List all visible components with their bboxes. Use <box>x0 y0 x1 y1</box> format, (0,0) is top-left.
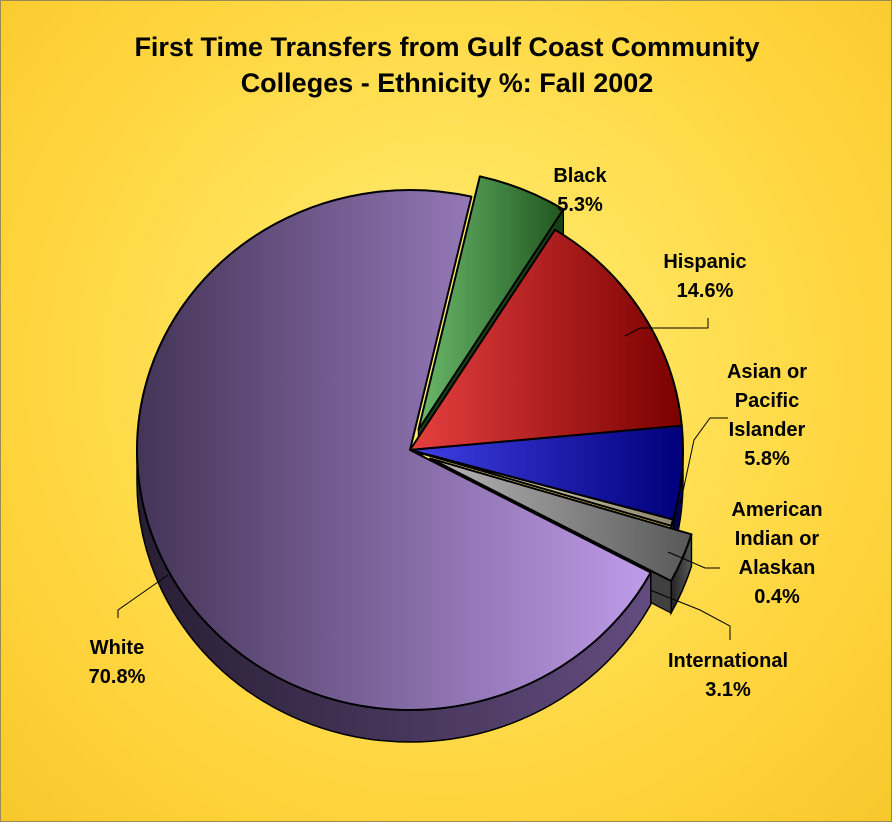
pie-slice-3 <box>409 449 675 527</box>
chart-title-line-2: Colleges - Ethnicity %: Fall 2002 <box>240 68 654 98</box>
leader-line-3 <box>667 551 720 569</box>
pie-slice-5 <box>136 189 652 711</box>
slice-label-4: International 3.1% <box>668 650 788 701</box>
pie-slice-0 <box>417 175 565 431</box>
leader-lines <box>117 318 731 640</box>
slice-name-3: Alaskan <box>739 557 816 579</box>
slice-label-2: Asian or Pacific Islander 5.8% <box>727 361 807 470</box>
slice-label-1: Hispanic 14.6% <box>663 251 746 302</box>
pie-slice-1 <box>409 228 683 451</box>
slice-value-4: 3.1% <box>705 679 751 701</box>
slice-value-3: 0.4% <box>754 586 800 608</box>
slice-name-2: Pacific <box>735 390 799 412</box>
leader-line-5 <box>117 574 169 618</box>
slice-value-5: 70.8% <box>89 666 146 688</box>
slice-label-0: Black 5.3% <box>553 165 607 216</box>
slice-name-3: American <box>731 499 822 521</box>
chart-title: First Time Transfers from Gulf Coast Com… <box>1 29 891 101</box>
slice-name-5: White <box>90 637 144 659</box>
slice-name-4: International <box>668 650 788 672</box>
leader-line-4 <box>649 589 731 640</box>
slice-name-1: Hispanic <box>663 251 746 273</box>
leader-line-2 <box>679 417 728 506</box>
slice-value-1: 14.6% <box>677 280 734 302</box>
leader-line-1 <box>624 318 709 337</box>
slice-name-0: Black <box>553 165 607 187</box>
slice-label-3: American Indian or Alaskan 0.4% <box>731 499 822 608</box>
slice-name-2: Islander <box>729 419 806 441</box>
slice-name-3: Indian or <box>735 528 820 550</box>
slice-value-2: 5.8% <box>744 448 790 470</box>
chart-title-line-1: First Time Transfers from Gulf Coast Com… <box>134 32 760 62</box>
pie-slices <box>136 175 693 711</box>
slice-label-5: White 70.8% <box>89 637 146 688</box>
slice-value-0: 5.3% <box>557 194 603 216</box>
slice-name-2: Asian or <box>727 361 807 383</box>
slice-labels: Black 5.3% Hispanic 14.6% Asian or Pacific Isl… <box>89 165 823 701</box>
